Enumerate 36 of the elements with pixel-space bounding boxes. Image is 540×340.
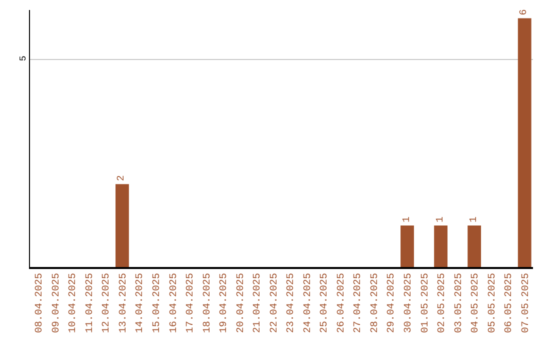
x-tick-label: 02.05.2025	[437, 273, 448, 334]
x-tick-label: 09.04.2025	[51, 273, 62, 334]
y-tick-label: 5	[18, 56, 28, 62]
x-tick-label: 17.04.2025	[186, 273, 197, 334]
x-tick-label: 03.05.2025	[454, 273, 465, 334]
x-tick-label: 19.04.2025	[219, 273, 230, 334]
x-tick-label: 16.04.2025	[168, 273, 180, 334]
x-tick-label: 07.05.2025	[520, 273, 532, 334]
data-label: 6	[519, 9, 530, 16]
x-tick-label: 22.04.2025	[269, 273, 280, 334]
x-tick-label: 13.04.2025	[118, 273, 130, 334]
data-label: 1	[435, 216, 446, 223]
x-tick-label: 04.05.2025	[470, 273, 482, 334]
x-tick-label: 11.04.2025	[84, 273, 96, 334]
x-tick-label: 20.04.2025	[236, 273, 247, 334]
x-tick-label: 15.04.2025	[152, 273, 163, 334]
x-tick-label: 12.04.2025	[102, 273, 113, 334]
data-label: 1	[468, 216, 480, 223]
data-label: 2	[116, 175, 128, 182]
x-tick-label: 27.04.2025	[353, 273, 364, 334]
x-tick-label: 06.05.2025	[504, 273, 516, 334]
x-tick-label: 18.04.2025	[202, 273, 214, 334]
x-tick-label: 05.05.2025	[487, 273, 498, 334]
data-label: 1	[402, 216, 413, 223]
x-tick-label: 28.04.2025	[370, 273, 381, 334]
x-tick-label: 14.04.2025	[135, 273, 146, 334]
x-tick-label: 01.05.2025	[420, 273, 432, 334]
x-tick-label: 29.04.2025	[386, 273, 398, 334]
x-tick-label: 30.04.2025	[404, 273, 414, 334]
x-tick-label: 23.04.2025	[286, 273, 298, 334]
x-tick-label: 10.04.2025	[68, 273, 80, 334]
x-tick-label: 08.04.2025	[34, 273, 46, 334]
x-tick-label: 25.04.2025	[320, 273, 331, 334]
x-tick-label: 26.04.2025	[336, 273, 348, 334]
x-tick-label: 21.04.2025	[252, 273, 264, 334]
x-tick-label: 24.04.2025	[302, 273, 314, 334]
